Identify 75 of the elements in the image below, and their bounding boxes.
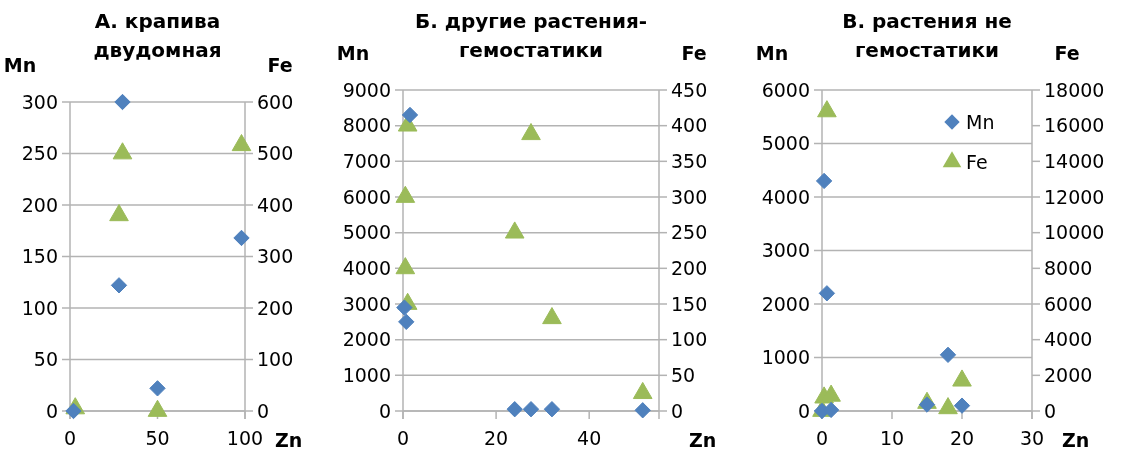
- x-axis-title: Zn: [1062, 429, 1090, 451]
- legend-label: Mn: [966, 110, 995, 133]
- x-tick-label: 0: [815, 427, 829, 449]
- y2-tick-label: 500: [257, 142, 294, 165]
- y-tick-label: 5000: [342, 221, 391, 244]
- y2-tick-label: 0: [1044, 399, 1057, 422]
- y-axis-title: Mn: [755, 42, 789, 64]
- y-tick-label: 7000: [342, 149, 391, 172]
- y2-tick-label: 400: [257, 193, 294, 216]
- y-tick-label: 8000: [342, 114, 391, 137]
- y2-tick-label: 200: [671, 256, 708, 279]
- y-axis-title: Mn: [336, 42, 370, 64]
- chart-title: Б. другие растения-гемостатики: [414, 9, 648, 62]
- y-tick-label: 1000: [761, 346, 810, 369]
- y-tick-label: 9000: [342, 78, 391, 101]
- y-tick-label: 2000: [342, 328, 391, 351]
- y-tick-label: 150: [21, 245, 58, 268]
- y-tick-label: 0: [378, 399, 391, 422]
- y2-tick-label: 150: [671, 292, 708, 315]
- y2-tick-label: 8000: [1044, 256, 1093, 279]
- y-tick-label: 6000: [342, 185, 391, 208]
- y2-tick-label: 12000: [1044, 185, 1105, 208]
- y2-tick-label: 250: [671, 221, 708, 244]
- y-tick-label: 3000: [342, 292, 391, 315]
- y-tick-label: 4000: [342, 256, 391, 279]
- x-tick-label: 20: [484, 427, 509, 449]
- y-tick-label: 5000: [761, 132, 810, 155]
- x-tick-label: 100: [226, 427, 264, 449]
- y-tick-label: 100: [21, 296, 58, 319]
- y2-tick-label: 4000: [1044, 328, 1093, 351]
- x-tick-label: 40: [577, 427, 602, 449]
- y-tick-label: 1000: [342, 363, 391, 386]
- y2-tick-label: 6000: [1044, 292, 1093, 315]
- y2-tick-label: 0: [257, 399, 270, 422]
- x-tick-label: 0: [396, 427, 410, 449]
- x-axis-title: Zn: [689, 429, 717, 451]
- y2-tick-label: 300: [671, 185, 708, 208]
- chart-title: А. крапива двудомная: [93, 9, 222, 62]
- y-tick-label: 6000: [761, 78, 810, 101]
- x-tick-label: 30: [1019, 427, 1045, 449]
- chart-title: В. растения не гемостатики: [842, 9, 1012, 62]
- y2-tick-label: 2000: [1044, 363, 1093, 386]
- y2-tick-label: 350: [671, 149, 708, 172]
- y2-tick-label: 300: [257, 245, 294, 268]
- y2-tick-label: 100: [257, 348, 294, 371]
- y-tick-label: 0: [45, 399, 58, 422]
- y2-axis-title: Fe: [681, 42, 707, 64]
- y2-tick-label: 200: [257, 296, 294, 319]
- y-axis-title: Mn: [3, 54, 37, 76]
- y2-axis-title: Fe: [1054, 42, 1080, 64]
- y2-tick-label: 400: [671, 114, 708, 137]
- x-tick-label: 20: [949, 427, 975, 449]
- y2-tick-label: 50: [671, 363, 696, 386]
- y-tick-label: 4000: [761, 185, 810, 208]
- y-tick-label: 50: [33, 348, 58, 371]
- x-tick-label: 10: [879, 427, 905, 449]
- y-tick-label: 2000: [761, 292, 810, 315]
- y2-axis-title: Fe: [267, 54, 293, 76]
- x-tick-label: 50: [145, 427, 170, 449]
- y2-tick-label: 600: [257, 90, 294, 113]
- x-tick-label: 0: [63, 427, 77, 449]
- y-tick-label: 3000: [761, 239, 810, 262]
- legend-label: Fe: [966, 150, 988, 173]
- x-axis-title: Zn: [275, 429, 303, 451]
- y2-tick-label: 16000: [1044, 114, 1105, 137]
- y-tick-label: 300: [21, 90, 58, 113]
- y2-tick-label: 100: [671, 328, 708, 351]
- y-tick-label: 250: [21, 142, 58, 165]
- y2-tick-label: 14000: [1044, 149, 1105, 172]
- y2-tick-label: 450: [671, 78, 708, 101]
- y2-tick-label: 18000: [1044, 78, 1105, 101]
- y-tick-label: 0: [797, 399, 810, 422]
- y2-tick-label: 0: [671, 399, 684, 422]
- y-tick-label: 200: [21, 193, 58, 216]
- y2-tick-label: 10000: [1044, 221, 1105, 244]
